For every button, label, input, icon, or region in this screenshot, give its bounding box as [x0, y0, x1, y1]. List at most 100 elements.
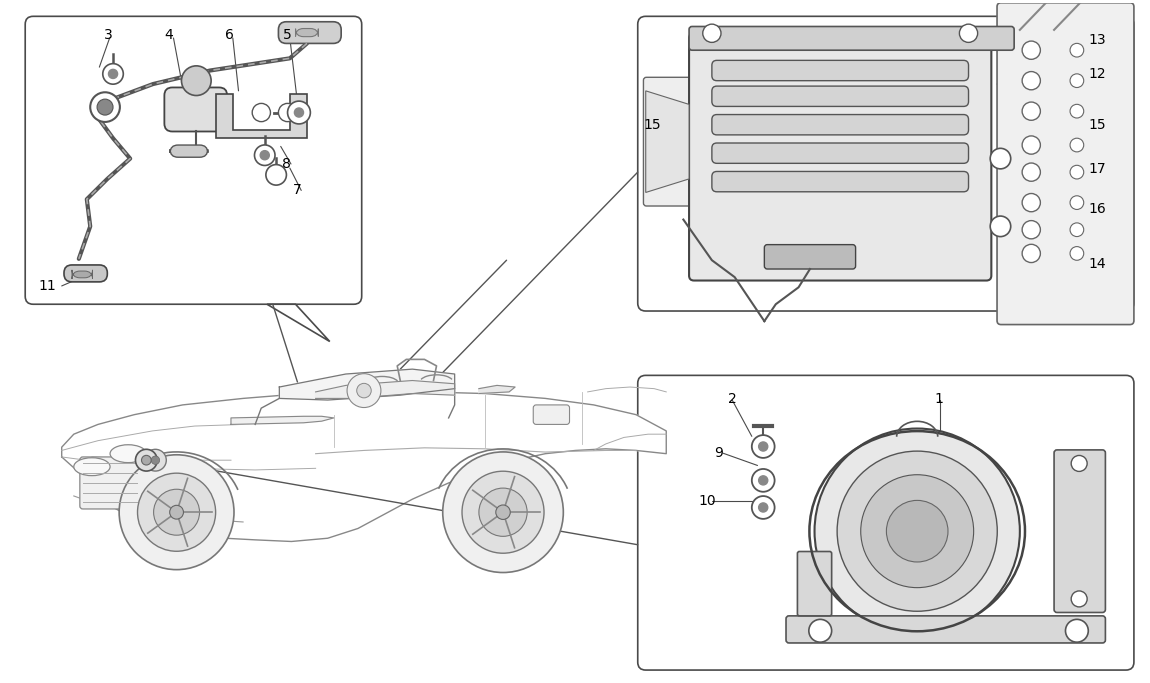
- Circle shape: [990, 216, 1011, 236]
- Text: 9: 9: [714, 446, 723, 460]
- Circle shape: [1070, 104, 1083, 118]
- Text: 16: 16: [1088, 202, 1106, 217]
- Polygon shape: [231, 417, 334, 424]
- FancyBboxPatch shape: [712, 86, 968, 107]
- Polygon shape: [478, 385, 515, 393]
- Text: 13: 13: [1088, 33, 1106, 47]
- FancyBboxPatch shape: [785, 616, 1105, 643]
- Circle shape: [347, 374, 381, 408]
- Circle shape: [887, 501, 948, 562]
- Text: 17: 17: [1088, 162, 1106, 176]
- Circle shape: [1070, 196, 1083, 210]
- Circle shape: [1070, 223, 1083, 236]
- Circle shape: [496, 505, 511, 520]
- Circle shape: [97, 99, 113, 115]
- FancyBboxPatch shape: [689, 33, 991, 281]
- Text: 6: 6: [224, 28, 233, 42]
- FancyBboxPatch shape: [712, 143, 968, 163]
- Circle shape: [1022, 72, 1041, 89]
- Polygon shape: [645, 91, 689, 193]
- Polygon shape: [62, 392, 666, 542]
- Circle shape: [1022, 136, 1041, 154]
- Circle shape: [1022, 41, 1041, 59]
- FancyBboxPatch shape: [170, 145, 208, 157]
- Circle shape: [462, 471, 544, 553]
- FancyBboxPatch shape: [644, 77, 706, 206]
- Circle shape: [1022, 245, 1041, 262]
- FancyBboxPatch shape: [534, 405, 569, 424]
- FancyBboxPatch shape: [25, 16, 362, 304]
- FancyBboxPatch shape: [712, 115, 968, 135]
- Polygon shape: [216, 94, 307, 138]
- Circle shape: [278, 103, 297, 122]
- Circle shape: [136, 449, 158, 471]
- Circle shape: [759, 476, 768, 485]
- Text: 7: 7: [293, 184, 302, 197]
- Circle shape: [808, 619, 831, 642]
- Circle shape: [252, 103, 270, 122]
- FancyBboxPatch shape: [712, 60, 968, 81]
- Circle shape: [266, 165, 286, 185]
- Text: 11: 11: [39, 279, 56, 293]
- Circle shape: [1022, 163, 1041, 181]
- Circle shape: [1070, 247, 1083, 260]
- FancyBboxPatch shape: [1055, 450, 1105, 613]
- Circle shape: [703, 24, 721, 42]
- Circle shape: [478, 488, 527, 536]
- FancyBboxPatch shape: [712, 171, 968, 192]
- Text: 2: 2: [728, 392, 737, 406]
- Circle shape: [108, 70, 117, 79]
- FancyBboxPatch shape: [689, 27, 1014, 50]
- Circle shape: [1070, 43, 1083, 57]
- Circle shape: [837, 451, 997, 611]
- Circle shape: [759, 442, 768, 451]
- Circle shape: [814, 428, 1020, 634]
- Text: 12: 12: [1088, 67, 1106, 81]
- Circle shape: [90, 92, 120, 122]
- Text: 1: 1: [934, 392, 943, 406]
- FancyBboxPatch shape: [997, 3, 1134, 324]
- Circle shape: [138, 473, 216, 551]
- Text: 15: 15: [644, 117, 661, 132]
- Circle shape: [120, 455, 233, 570]
- Circle shape: [443, 452, 564, 572]
- Circle shape: [288, 101, 310, 124]
- FancyBboxPatch shape: [146, 509, 218, 529]
- Circle shape: [102, 64, 123, 84]
- FancyBboxPatch shape: [797, 551, 831, 616]
- Circle shape: [959, 24, 977, 42]
- Circle shape: [1066, 619, 1088, 642]
- Circle shape: [1022, 193, 1041, 212]
- Circle shape: [1022, 102, 1041, 120]
- Circle shape: [752, 496, 775, 519]
- Text: 15: 15: [1088, 117, 1106, 132]
- FancyBboxPatch shape: [164, 87, 227, 132]
- Circle shape: [752, 469, 775, 492]
- Circle shape: [145, 449, 167, 471]
- Circle shape: [182, 66, 212, 96]
- Circle shape: [752, 435, 775, 458]
- Circle shape: [254, 145, 275, 165]
- FancyBboxPatch shape: [296, 29, 319, 37]
- FancyBboxPatch shape: [278, 22, 342, 44]
- FancyBboxPatch shape: [765, 245, 856, 269]
- Circle shape: [759, 503, 768, 512]
- Polygon shape: [279, 369, 454, 400]
- Circle shape: [1071, 456, 1087, 471]
- Text: 4: 4: [164, 28, 174, 42]
- Circle shape: [170, 505, 184, 519]
- Circle shape: [1070, 74, 1083, 87]
- Text: 5: 5: [283, 28, 292, 42]
- Text: 14: 14: [1088, 257, 1106, 270]
- Circle shape: [1071, 591, 1087, 607]
- FancyBboxPatch shape: [79, 457, 140, 509]
- Circle shape: [990, 148, 1011, 169]
- Text: 8: 8: [282, 157, 291, 171]
- Polygon shape: [267, 304, 330, 342]
- FancyBboxPatch shape: [638, 16, 1134, 311]
- FancyBboxPatch shape: [64, 265, 107, 282]
- Circle shape: [1022, 221, 1041, 239]
- Circle shape: [154, 489, 200, 535]
- Circle shape: [860, 475, 974, 587]
- Ellipse shape: [74, 458, 110, 475]
